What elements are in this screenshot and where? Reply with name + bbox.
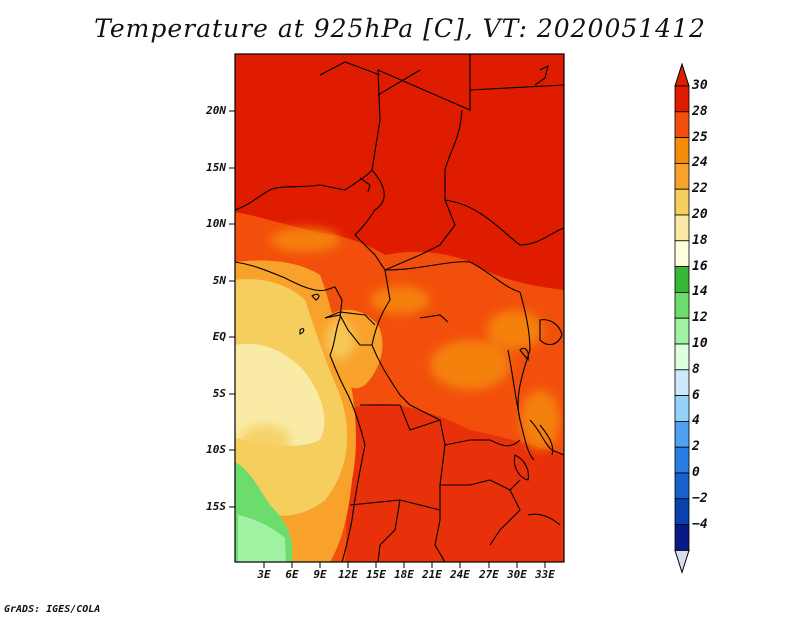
colorbar-label: 12 <box>692 310 708 326</box>
colorbar <box>674 62 690 575</box>
colorbar-swatch <box>674 214 690 242</box>
colorbar-swatch <box>674 498 690 525</box>
lat-label: 5N <box>212 274 226 287</box>
colorbar-label: 30 <box>692 78 708 93</box>
chart-title: Temperature at 925hPa [C], VT: 202005141… <box>94 14 706 43</box>
colorbar-swatch <box>674 85 690 113</box>
lat-label: 10N <box>206 217 226 230</box>
lon-label: 24E <box>450 568 470 581</box>
colorbar-label: 0 <box>692 465 700 480</box>
colorbar-swatch <box>674 420 690 448</box>
colorbar-top-triangle <box>674 62 690 87</box>
lon-label: 21E <box>422 568 442 581</box>
lon-label: 15E <box>366 568 386 581</box>
colorbar-bottom-triangle <box>674 549 690 575</box>
lat-label: 15S <box>206 500 226 513</box>
colorbar-swatch <box>674 111 690 139</box>
colorbar-swatch <box>674 472 690 500</box>
lon-label: 30E <box>507 568 527 581</box>
colorbar-label: 8 <box>692 361 700 377</box>
lat-label: 10S <box>206 443 226 456</box>
lat-label: EQ <box>212 330 226 343</box>
lat-label: 15N <box>206 161 226 174</box>
lat-label: 20N <box>206 104 226 117</box>
country-borders <box>235 54 564 562</box>
colorbar-label: 4 <box>692 413 700 429</box>
colorbar-label: 20 <box>692 207 708 222</box>
lon-label: 3E <box>257 568 271 581</box>
lon-label: 33E <box>535 568 555 581</box>
colorbar-label: −4 <box>692 516 708 532</box>
field-28-30-south <box>345 403 564 562</box>
axis-ticks <box>229 110 546 568</box>
plot-frame <box>234 53 565 563</box>
lon-label: 6E <box>285 568 299 581</box>
field-12-14 <box>238 515 286 562</box>
colorbar-swatch <box>674 162 690 190</box>
colorbar-label: 10 <box>692 336 708 351</box>
colorbar-label: 16 <box>692 258 708 274</box>
colorbar-swatch <box>674 137 690 164</box>
field-18-20 <box>235 343 325 446</box>
colorbar-swatch <box>674 266 690 293</box>
colorbar-swatch <box>674 317 690 345</box>
colorbar-swatch <box>674 240 690 268</box>
colorbar-label: 18 <box>692 232 708 248</box>
temperature-field <box>235 54 564 562</box>
colorbar-label: 14 <box>692 284 708 300</box>
colorbar-swatch <box>674 446 690 474</box>
colorbar-label: 2 <box>692 439 700 455</box>
colorbar-label: 25 <box>692 129 708 145</box>
colorbar-swatch <box>674 524 690 551</box>
colorbar-swatch <box>674 369 690 396</box>
colorbar-swatch <box>674 291 690 319</box>
lon-label: 18E <box>394 568 414 581</box>
colorbar-swatch <box>674 343 690 371</box>
credit-text: GrADS: IGES/COLA <box>4 604 101 615</box>
lon-label: 12E <box>338 568 358 581</box>
lon-label: 27E <box>479 568 499 581</box>
colorbar-swatch <box>674 188 690 216</box>
colorbar-label: 24 <box>692 155 708 171</box>
colorbar-label: −2 <box>692 490 708 506</box>
lat-label: 5S <box>212 387 226 400</box>
lon-label: 9E <box>313 568 327 581</box>
colorbar-swatch <box>674 395 690 422</box>
colorbar-label: 22 <box>692 181 708 197</box>
colorbar-label: 6 <box>692 387 700 403</box>
colorbar-label: 28 <box>692 103 708 119</box>
